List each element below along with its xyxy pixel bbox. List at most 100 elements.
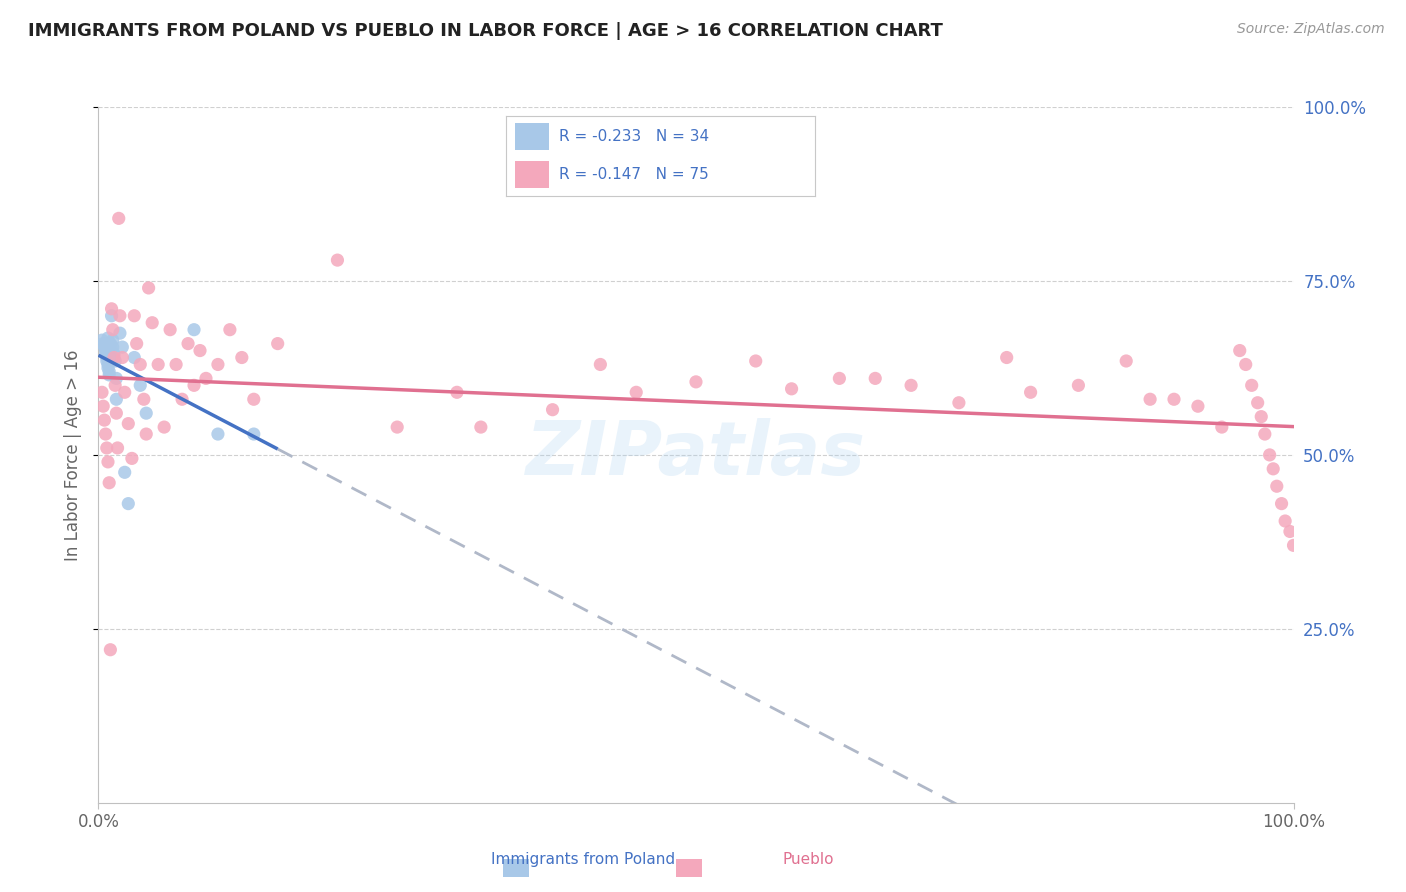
Point <box>231 351 253 365</box>
Point <box>93 338 115 352</box>
Point <box>207 358 229 372</box>
Point <box>195 371 218 385</box>
Bar <box>676 858 702 878</box>
Text: Pueblo: Pueblo <box>783 852 834 867</box>
Text: IMMIGRANTS FROM POLAND VS PUEBLO IN LABOR FORCE | AGE > 16 CORRELATION CHART: IMMIGRANTS FROM POLAND VS PUEBLO IN LABO… <box>28 22 943 40</box>
Bar <box>516 123 550 151</box>
Point <box>1271 497 1294 511</box>
Point <box>94 427 117 442</box>
Point <box>108 326 131 340</box>
Point <box>135 406 157 420</box>
Point <box>148 358 170 372</box>
Point <box>107 211 129 226</box>
Point <box>101 333 124 347</box>
Point <box>104 354 127 368</box>
Point <box>97 331 120 345</box>
Point <box>1187 399 1209 413</box>
Point <box>93 413 115 427</box>
Point <box>101 340 124 354</box>
Point <box>243 427 266 442</box>
Point <box>159 323 181 337</box>
Point <box>124 351 146 365</box>
Point <box>1250 409 1272 424</box>
Point <box>446 385 468 400</box>
Point <box>589 358 612 372</box>
Point <box>1229 343 1251 358</box>
Point <box>183 378 205 392</box>
Point <box>219 323 242 337</box>
Point <box>188 343 211 358</box>
Point <box>141 316 163 330</box>
Point <box>103 351 125 365</box>
Point <box>243 392 266 407</box>
Point <box>995 351 1018 365</box>
Text: R = -0.147   N = 75: R = -0.147 N = 75 <box>558 167 709 182</box>
Point <box>865 371 887 385</box>
Point <box>96 347 118 361</box>
Point <box>326 253 349 268</box>
Point <box>98 364 121 378</box>
Point <box>100 301 122 316</box>
Point <box>108 309 131 323</box>
Bar <box>516 161 550 188</box>
Point <box>745 354 768 368</box>
Point <box>541 402 564 417</box>
Point <box>685 375 707 389</box>
Point <box>125 336 148 351</box>
Point <box>1163 392 1185 407</box>
Point <box>91 333 114 347</box>
Point <box>138 281 160 295</box>
Point <box>207 427 229 442</box>
Point <box>105 392 128 407</box>
Text: R = -0.233   N = 34: R = -0.233 N = 34 <box>558 129 709 145</box>
Point <box>948 396 970 410</box>
Point <box>98 368 121 382</box>
Point <box>117 497 139 511</box>
Bar <box>503 858 529 878</box>
Point <box>470 420 492 434</box>
Point <box>132 392 155 407</box>
Point <box>94 342 117 356</box>
Point <box>1278 524 1301 539</box>
Point <box>105 406 128 420</box>
Point <box>129 358 152 372</box>
Point <box>93 340 115 354</box>
Point <box>117 417 139 431</box>
Point <box>1274 514 1296 528</box>
Text: Immigrants from Poland: Immigrants from Poland <box>492 852 675 867</box>
Point <box>96 354 118 368</box>
Point <box>100 309 122 323</box>
Point <box>91 399 114 413</box>
Text: Source: ZipAtlas.com: Source: ZipAtlas.com <box>1237 22 1385 37</box>
Point <box>111 340 134 354</box>
Point <box>114 466 136 480</box>
Point <box>104 378 127 392</box>
Point <box>111 351 134 365</box>
Point <box>183 323 205 337</box>
Point <box>97 455 120 469</box>
Point <box>97 358 120 372</box>
Point <box>98 475 121 490</box>
Point <box>1240 378 1263 392</box>
Point <box>153 420 176 434</box>
Point <box>98 343 122 358</box>
Point <box>1247 396 1270 410</box>
Point <box>267 336 290 351</box>
Point <box>96 441 118 455</box>
Point <box>98 642 122 657</box>
Point <box>103 347 125 361</box>
Point <box>98 351 122 365</box>
Point <box>94 345 117 359</box>
Point <box>121 451 143 466</box>
Point <box>385 420 409 434</box>
Point <box>1254 427 1277 442</box>
Point <box>900 378 922 392</box>
Point <box>828 371 851 385</box>
Point <box>1265 479 1288 493</box>
Point <box>1258 448 1281 462</box>
Point <box>177 336 200 351</box>
Point <box>105 371 128 385</box>
Point <box>1234 358 1257 372</box>
Point <box>780 382 803 396</box>
Point <box>1282 538 1305 552</box>
